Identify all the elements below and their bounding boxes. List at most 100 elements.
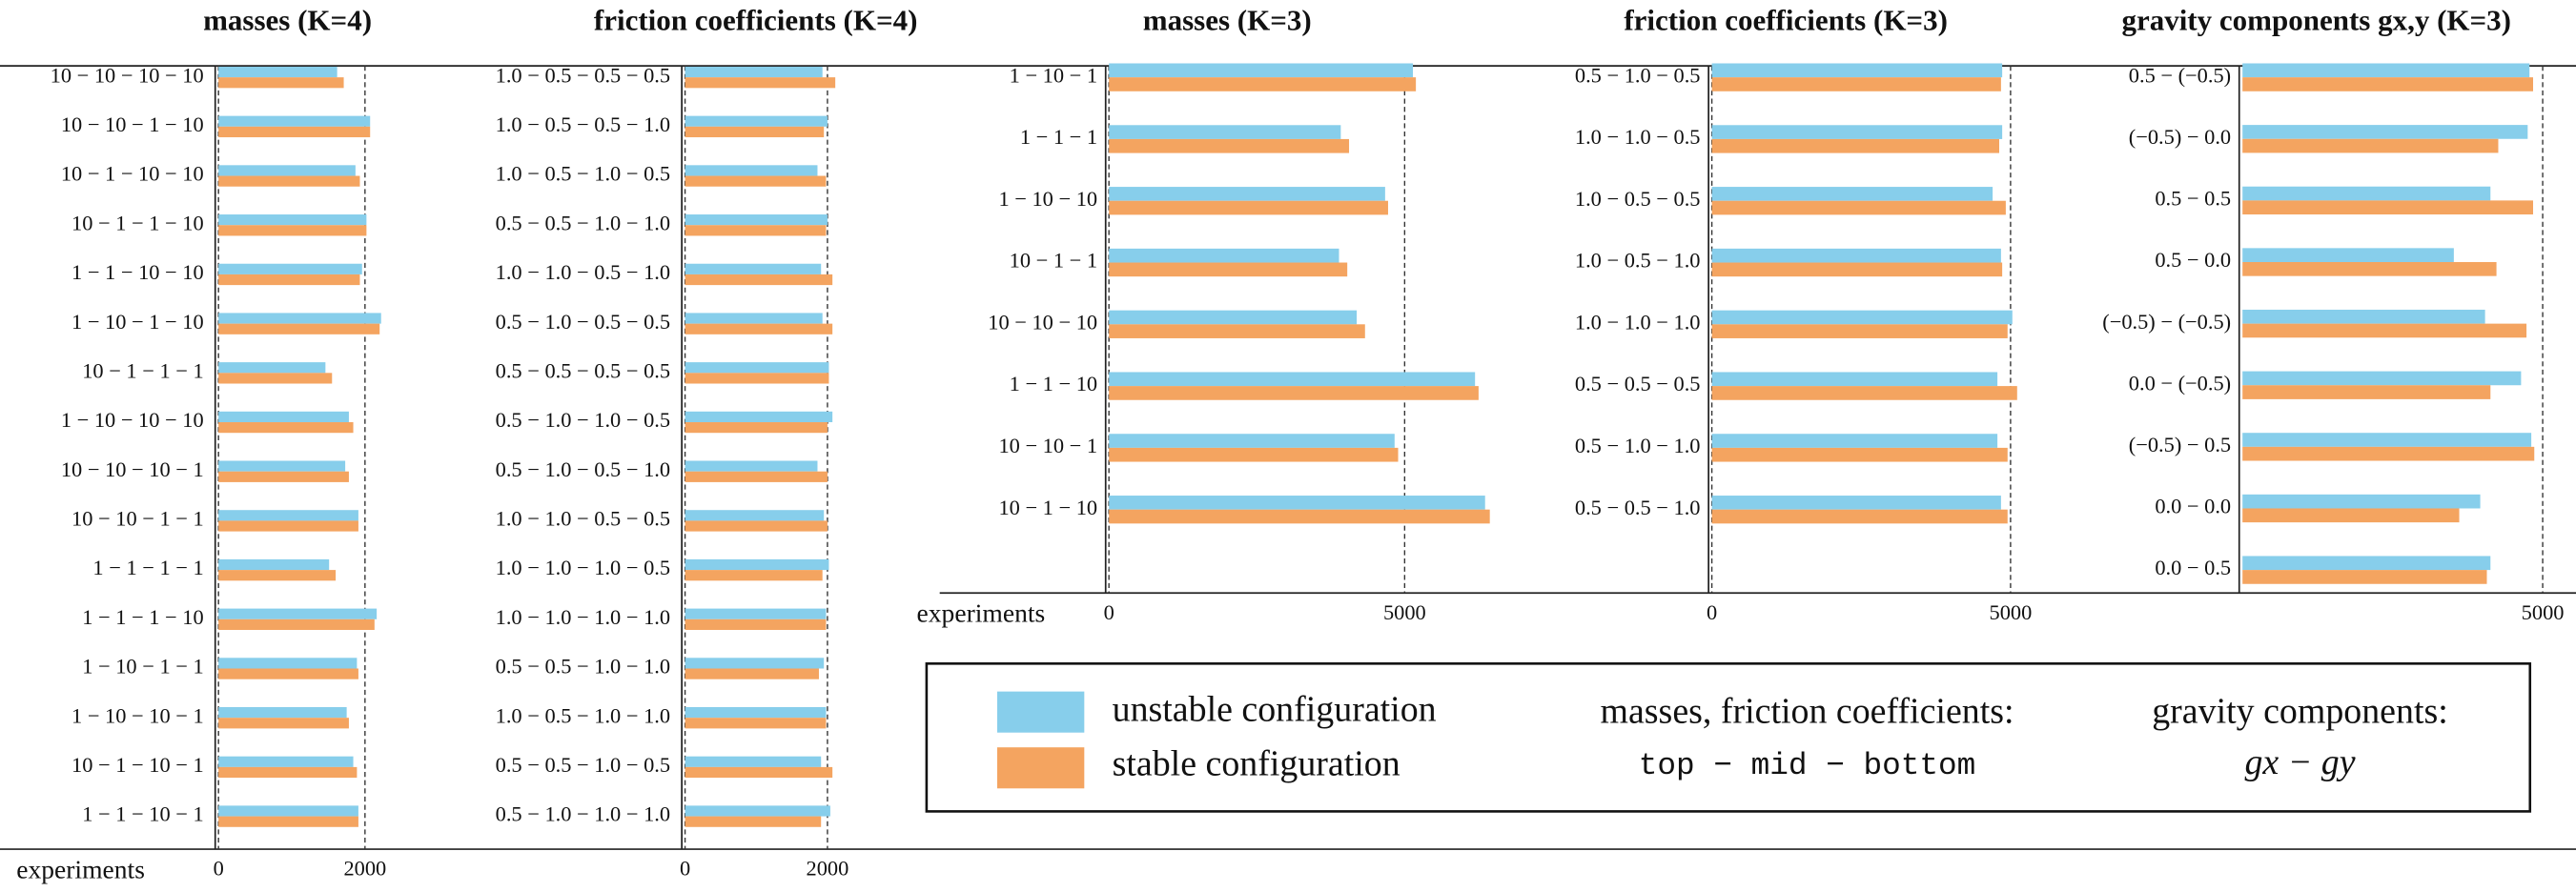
- bar: [1711, 63, 2003, 78]
- y-tick-label: 1.0 − 1.0 − 1.0 − 1.0: [496, 605, 670, 629]
- y-tick-label: 10 − 1 − 10 − 1: [72, 753, 204, 777]
- bar: [685, 115, 828, 127]
- bar: [2242, 556, 2491, 571]
- bar: [1711, 262, 2003, 277]
- bar: [2242, 138, 2499, 153]
- y-tick-label: 10 − 10 − 1 − 10: [61, 112, 204, 136]
- y-tick-label: 1 − 10 − 1: [1010, 63, 1097, 87]
- chart-title: friction coefficients (K=4): [594, 3, 918, 36]
- y-tick-label: 0.5 − 0.5 − 0.5 − 0.5: [496, 358, 670, 382]
- bar: [218, 718, 349, 729]
- y-tick-label: 1.0 − 1.0 − 1.0 − 0.5: [496, 556, 670, 579]
- bar: [218, 766, 358, 779]
- legend-box: [925, 662, 2532, 813]
- bar: [685, 510, 825, 521]
- y-tick-label: 10 − 10 − 10 − 1: [61, 457, 204, 481]
- y-tick-label: 10 − 10 − 1 − 1: [72, 507, 204, 531]
- bar: [1711, 125, 2003, 139]
- bar: [218, 471, 349, 482]
- y-tick-label: 0.5 − 1.0 − 0.5: [1575, 63, 1701, 87]
- bar: [218, 706, 347, 719]
- x-tick-label: 0: [1707, 600, 1717, 624]
- bar: [685, 373, 829, 384]
- bar: [1109, 248, 1339, 263]
- legend-note-heading: masses, friction coefficients:: [1601, 691, 2014, 731]
- bar: [1109, 324, 1365, 338]
- bar: [2242, 248, 2454, 262]
- y-tick-label: 10 − 1 − 10 − 10: [61, 162, 204, 186]
- bar: [1711, 310, 2013, 325]
- x-tick-label: 2000: [807, 857, 849, 881]
- bar: [218, 313, 381, 324]
- bar: [2242, 508, 2460, 523]
- bar: [1109, 63, 1414, 78]
- bar: [2242, 186, 2491, 201]
- bar: [685, 165, 818, 176]
- bar: [1109, 125, 1341, 139]
- bar: [218, 323, 380, 334]
- bar: [685, 225, 827, 236]
- y-tick-label: 0.0 − (−0.5): [2129, 371, 2231, 395]
- bar: [1109, 187, 1385, 201]
- y-tick-label: 1 − 1 − 10 − 1: [82, 802, 203, 826]
- bar: [218, 805, 358, 817]
- bar: [1109, 310, 1358, 325]
- bar: [218, 658, 358, 669]
- y-tick-label: 1 − 10 − 10: [998, 187, 1097, 211]
- bar: [218, 618, 375, 630]
- bar: [218, 520, 358, 532]
- y-tick-label: 1 − 10 − 1 − 1: [82, 655, 203, 679]
- bar: [685, 668, 819, 679]
- bar: [1711, 138, 1999, 153]
- x-tick-label: 5000: [2522, 600, 2565, 624]
- bar: [1109, 434, 1395, 448]
- y-tick-label: 1 − 1 − 1 − 10: [82, 605, 203, 629]
- y-tick-label: 0.0 − 0.0: [2155, 495, 2231, 518]
- chart-title: friction coefficients (K=3): [1624, 3, 1948, 36]
- y-tick-label: 1 − 10 − 10 − 10: [61, 408, 204, 432]
- y-tick-label: (−0.5) − 0.5: [2129, 433, 2231, 456]
- bar: [1109, 509, 1490, 524]
- bar: [2242, 125, 2528, 139]
- chart-title: gravity components gx,y (K=3): [2121, 3, 2511, 36]
- bar: [1711, 496, 2001, 510]
- bar: [218, 115, 371, 127]
- bar: [218, 214, 367, 226]
- bar: [685, 658, 825, 669]
- bar: [1711, 248, 2001, 263]
- bar: [685, 570, 823, 581]
- bar: [685, 274, 833, 286]
- bar: [218, 816, 358, 827]
- bar: [218, 175, 360, 187]
- bar: [1711, 187, 1993, 201]
- bar: [1109, 262, 1348, 277]
- y-tick-label: 0.5 − 0.5 − 1.0 − 0.5: [496, 753, 670, 777]
- chart-title: masses (K=4): [203, 3, 372, 36]
- bar: [685, 520, 828, 532]
- bar: [2242, 371, 2522, 386]
- y-tick-label: 10 − 10 − 1: [998, 434, 1097, 457]
- y-tick-label: 1.0 − 0.5 − 1.0 − 1.0: [496, 703, 670, 727]
- bar: [685, 77, 836, 89]
- bar: [685, 816, 822, 827]
- bar: [218, 165, 356, 176]
- y-tick-label: 0.5 − (−0.5): [2129, 63, 2231, 87]
- bar: [685, 756, 822, 767]
- bar: [218, 225, 367, 236]
- y-tick-label: 0.5 − 0.0: [2155, 248, 2231, 272]
- y-tick-label: 1.0 − 1.0 − 0.5 − 0.5: [496, 507, 670, 531]
- bar: [1711, 434, 1998, 448]
- y-tick-label: 0.5 − 0.5 − 1.0: [1575, 496, 1701, 519]
- x-tick-label: 0: [680, 857, 690, 881]
- bar: [685, 558, 829, 571]
- bar: [2242, 77, 2533, 91]
- bar: [685, 263, 822, 274]
- bar: [1711, 324, 2008, 338]
- bar: [218, 510, 358, 521]
- y-tick-label: 1 − 1 − 1: [1020, 125, 1097, 149]
- y-tick-label: (−0.5) − 0.0: [2129, 125, 2231, 149]
- bar: [685, 608, 827, 619]
- y-tick-label: 0.0 − 0.5: [2155, 556, 2231, 579]
- bar: [685, 471, 828, 482]
